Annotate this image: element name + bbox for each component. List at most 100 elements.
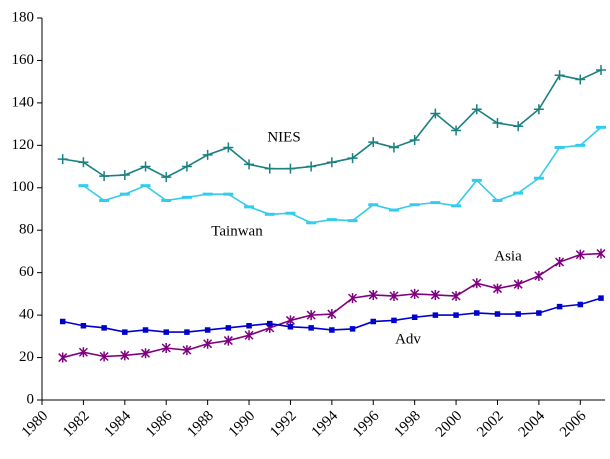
marker <box>246 322 252 329</box>
x-tick-label: 1998 <box>391 408 424 441</box>
marker <box>285 315 295 326</box>
y-tick-label: 120 <box>12 137 35 153</box>
marker <box>370 318 377 325</box>
marker <box>308 325 314 331</box>
y-tick-label: 140 <box>12 94 35 110</box>
y-tick-label: 20 <box>19 349 34 365</box>
marker <box>347 153 358 164</box>
marker <box>264 163 275 174</box>
marker <box>244 330 254 341</box>
marker <box>329 327 335 333</box>
x-tick-label: 1982 <box>60 408 93 441</box>
x-tick-label: 2002 <box>474 408 507 441</box>
series-label: NIES <box>267 129 300 145</box>
x-tick-label: 2006 <box>557 408 590 441</box>
marker <box>202 149 213 160</box>
series-label: Tainwan <box>211 223 263 239</box>
y-tick-label: 60 <box>19 264 34 280</box>
marker <box>368 289 378 300</box>
marker <box>142 327 149 333</box>
marker <box>161 172 172 183</box>
x-tick-label: 1986 <box>143 408 176 441</box>
marker <box>99 351 109 362</box>
marker <box>596 248 606 259</box>
marker <box>78 157 89 168</box>
y-tick-label: 100 <box>12 179 35 195</box>
marker <box>368 137 379 148</box>
marker <box>596 64 606 75</box>
marker <box>409 135 420 146</box>
marker <box>287 324 294 330</box>
marker <box>348 293 358 304</box>
marker <box>388 142 399 153</box>
marker <box>80 322 87 329</box>
x-tick-label: 1994 <box>309 408 342 441</box>
x-tick-label: 1988 <box>184 408 217 441</box>
marker <box>122 329 128 335</box>
x-tick-label: 1996 <box>350 408 383 441</box>
marker <box>204 327 211 333</box>
y-tick-label: 160 <box>12 52 35 68</box>
series-label: Adv <box>395 331 421 347</box>
marker <box>163 329 169 335</box>
marker <box>57 154 68 165</box>
marker <box>556 303 563 310</box>
y-tick-label: 180 <box>12 9 35 25</box>
marker <box>349 326 356 332</box>
marker <box>555 257 565 268</box>
marker <box>575 74 586 85</box>
marker <box>533 104 544 115</box>
marker <box>99 171 110 182</box>
marker <box>78 347 88 358</box>
x-tick-label: 2004 <box>516 408 549 441</box>
marker <box>536 310 542 316</box>
marker <box>453 312 459 318</box>
marker <box>140 348 151 359</box>
x-tick-label: 1992 <box>267 408 300 441</box>
marker <box>244 159 255 170</box>
marker <box>410 288 420 299</box>
marker <box>471 104 482 115</box>
x-tick-label: 1980 <box>19 408 52 441</box>
marker <box>389 291 399 302</box>
marker <box>534 270 544 281</box>
marker <box>266 320 273 327</box>
marker <box>474 310 480 316</box>
series-line <box>62 252 602 359</box>
marker <box>223 142 234 153</box>
marker <box>451 125 462 136</box>
marker <box>494 311 501 317</box>
marker <box>492 118 503 129</box>
x-tick-label: 2000 <box>433 408 466 441</box>
y-tick-label: 80 <box>19 222 34 238</box>
marker <box>306 161 317 172</box>
marker <box>451 291 461 302</box>
marker <box>575 249 585 260</box>
marker <box>306 310 316 321</box>
marker <box>161 343 171 354</box>
marker <box>326 157 337 168</box>
y-tick-label: 0 <box>27 391 35 407</box>
marker <box>223 335 233 346</box>
marker <box>515 311 521 317</box>
marker <box>225 325 232 331</box>
marker <box>391 317 397 324</box>
marker <box>327 309 337 320</box>
marker <box>513 279 523 290</box>
marker <box>411 314 418 320</box>
marker <box>101 325 107 331</box>
marker <box>472 278 482 289</box>
marker <box>58 352 68 363</box>
marker <box>492 283 503 294</box>
marker <box>598 295 604 301</box>
marker <box>184 329 190 335</box>
marker <box>182 345 192 356</box>
y-tick-label: 40 <box>19 307 34 323</box>
marker <box>203 338 213 349</box>
marker <box>513 121 524 132</box>
x-tick-label: 1990 <box>226 408 259 441</box>
x-tick-label: 1984 <box>102 408 135 441</box>
marker <box>59 318 66 325</box>
marker <box>140 161 151 172</box>
